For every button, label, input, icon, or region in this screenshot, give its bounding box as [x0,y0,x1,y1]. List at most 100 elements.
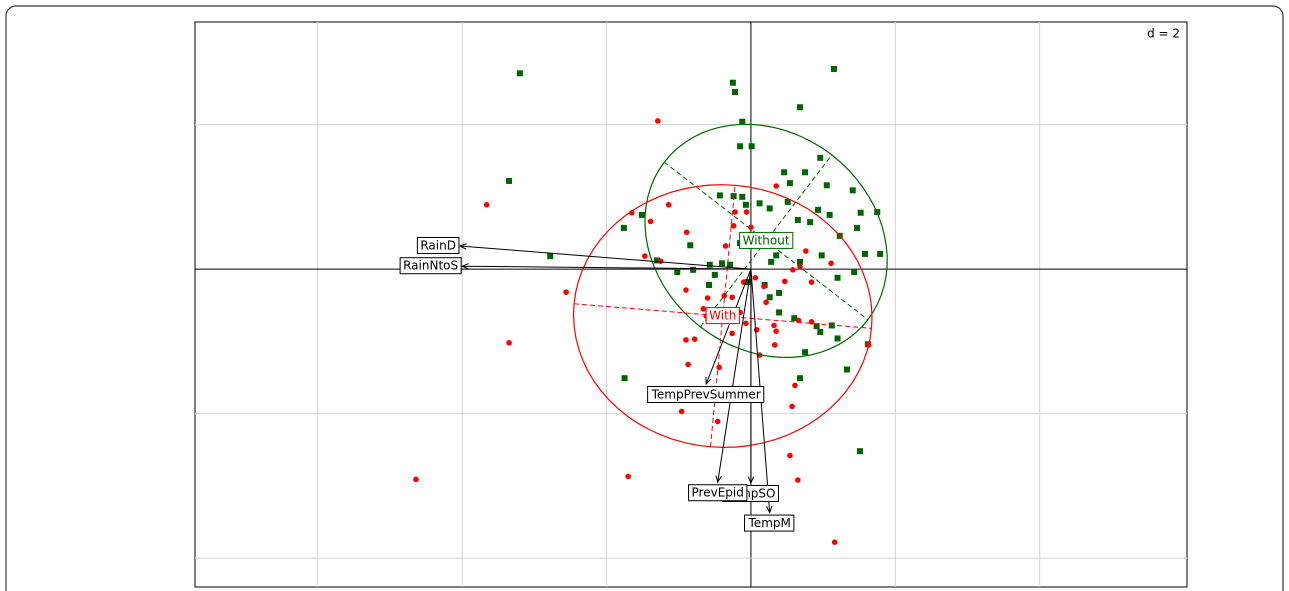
point [763,299,769,306]
point [737,143,744,150]
point [817,154,824,161]
ellipse-axis [573,303,872,329]
arrow [462,265,751,270]
point [771,322,777,329]
point [761,283,767,290]
point [818,252,825,259]
point [716,364,722,371]
point [726,261,733,268]
point [654,257,661,264]
point [797,375,804,382]
arrow-head [458,243,467,250]
arrow-label-box [399,257,462,275]
point [706,281,713,288]
point [789,267,796,273]
point [849,187,856,194]
point [766,205,773,212]
point [797,104,804,111]
point [678,408,685,415]
point [753,326,760,333]
point [817,328,824,335]
point [722,243,729,249]
plot-layer: RainDRainNtoSTempPrevSummerTempSOPrevEpi… [195,22,1187,587]
point [861,250,868,257]
point [752,274,759,281]
point [756,200,763,207]
point [706,261,713,268]
point [628,209,635,216]
arrow-label-text: TempM [748,516,791,530]
point [795,317,802,324]
arrow-label-text: TempPrevSummer [651,387,761,401]
point [745,279,752,286]
point [787,452,793,459]
class-label-box [739,231,794,249]
point [739,193,746,200]
point [781,169,788,176]
point [685,361,691,368]
point [716,192,723,199]
point [563,289,569,296]
arrow-head [766,505,773,514]
point [547,253,554,260]
arrow-label: RainNtoS [399,257,462,275]
point [647,218,654,225]
point [687,242,694,249]
point [719,260,726,267]
point [654,118,661,124]
point [815,206,822,213]
arrow-label: PrevEpid [688,484,748,502]
point [743,320,749,327]
arrow [705,268,752,385]
arrow-label: TempPrevSummer [647,385,765,403]
arrow-label-box [647,385,765,403]
class-ellipse [572,184,873,449]
point [506,177,513,184]
point [768,258,775,265]
point [665,201,672,208]
class-label: With [705,307,740,325]
arrow-head [460,263,469,270]
point [786,180,793,187]
arrow-label-box [416,236,460,254]
point [807,219,814,226]
point [638,211,645,218]
point [776,309,783,316]
point [506,339,512,346]
point [830,65,837,72]
arrow-head [747,476,755,485]
class-label-box [705,307,740,325]
point [691,336,698,342]
point [683,229,690,236]
point [828,260,834,267]
point [808,279,815,285]
point [773,328,779,335]
point [674,268,681,275]
point [413,476,419,483]
point [657,258,664,264]
point [831,539,838,546]
point [766,294,773,301]
point [789,403,795,410]
point [782,278,788,285]
point [794,216,801,223]
point [748,143,755,150]
point [771,342,778,348]
point [742,201,749,208]
point [856,448,863,455]
point [843,366,850,373]
arrow-label: TempM [744,514,795,532]
point [791,315,798,322]
point [823,182,830,189]
point [683,337,689,343]
point [854,224,861,231]
point [834,274,841,281]
arrow-label-box [744,514,795,532]
arrow-label-text: RainD [420,238,456,252]
point [743,209,750,215]
arrow-label-box [688,484,748,502]
point [813,323,820,330]
scale-annotation: d = 2 [1147,27,1180,41]
point [857,209,864,216]
class-label: Without [739,231,794,249]
